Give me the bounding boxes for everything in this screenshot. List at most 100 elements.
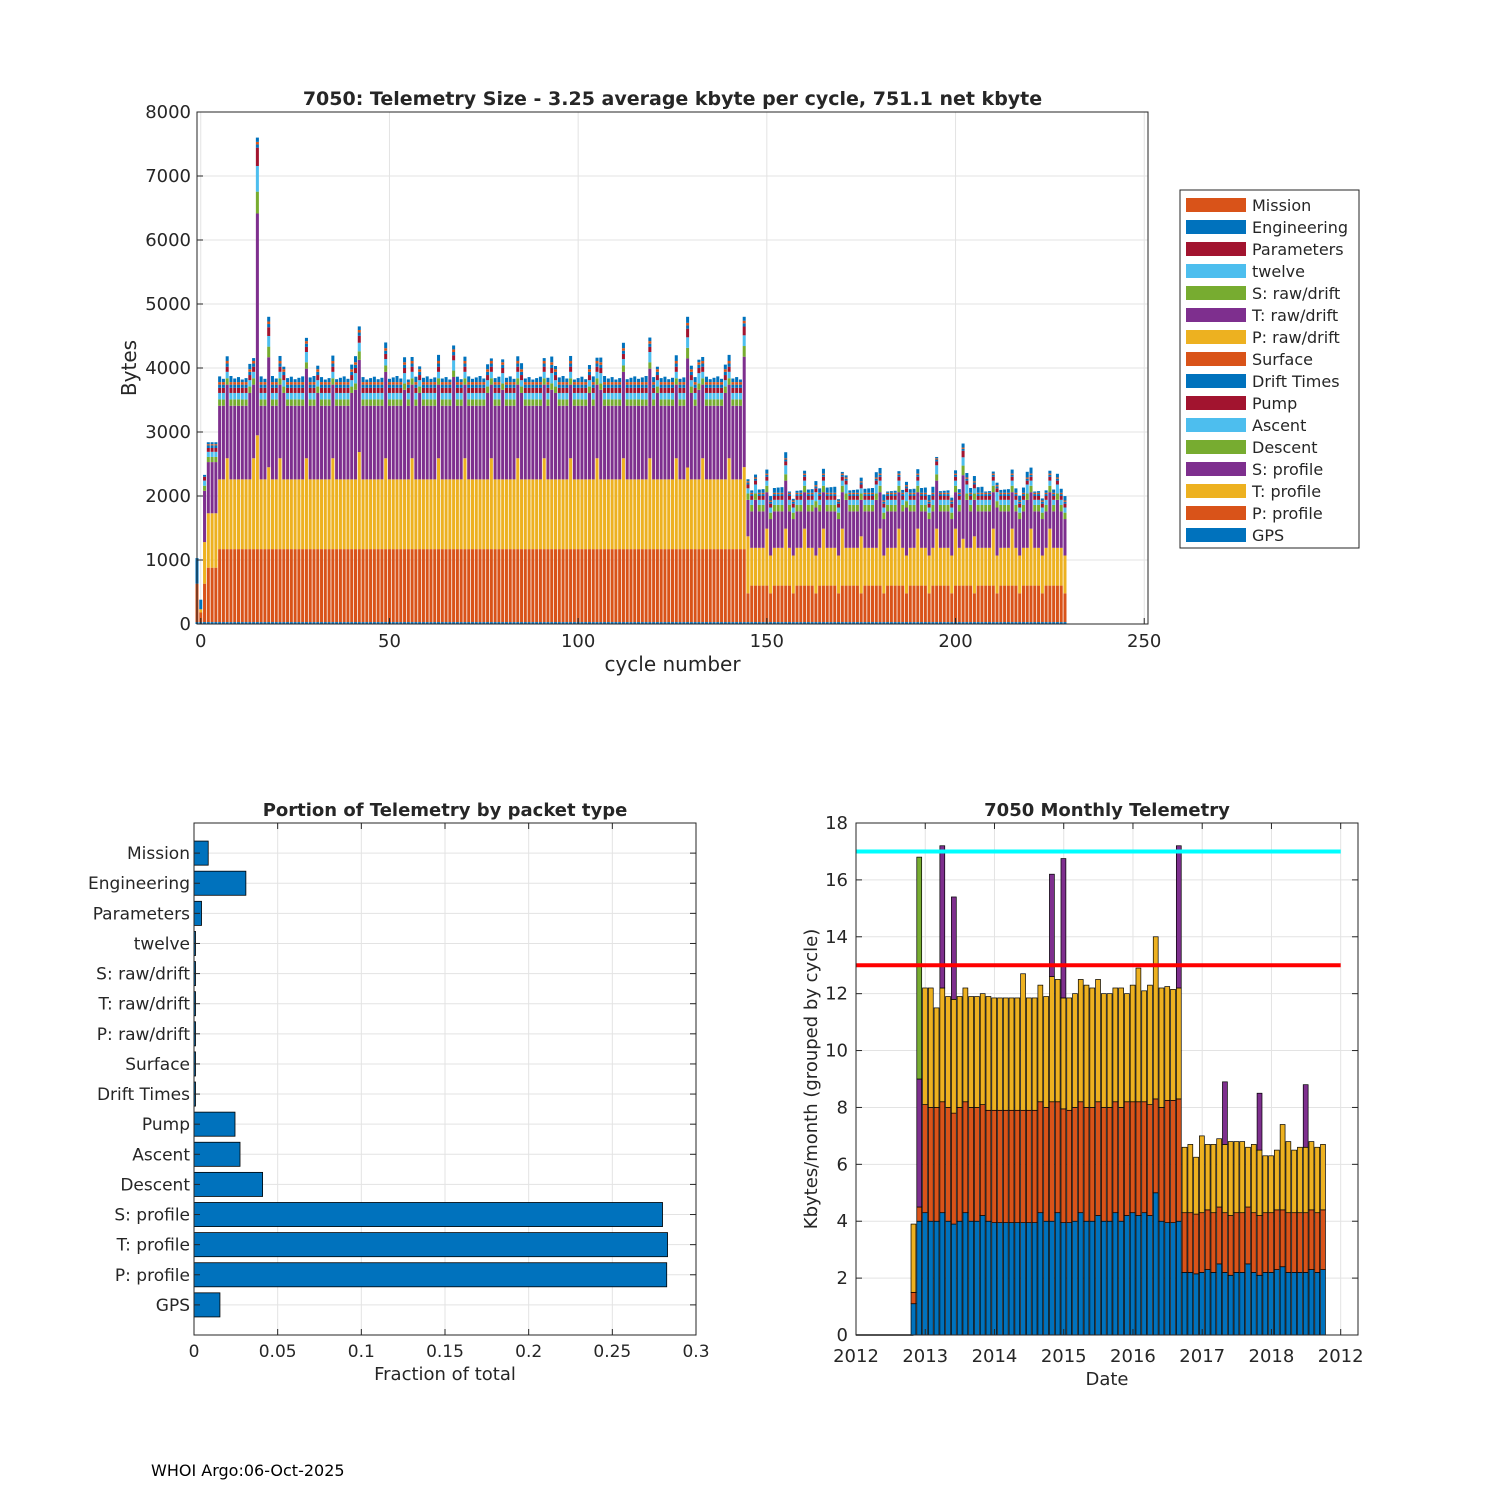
- cycle-bar-segment: [754, 477, 758, 479]
- cycle-bar-segment: [889, 499, 893, 505]
- cycle-bar-segment: [327, 622, 331, 624]
- month-bar-segment: [1193, 1273, 1199, 1336]
- month-bar-segment: [1060, 858, 1067, 999]
- cycle-bar-segment: [429, 392, 433, 400]
- cycle-bar-segment: [421, 382, 425, 385]
- cycle-bar-segment: [229, 549, 233, 623]
- cycle-bar-segment: [538, 622, 542, 624]
- cycle-bar-segment: [580, 622, 584, 624]
- cycle-bar-segment: [667, 622, 671, 624]
- cycle-bar-segment: [459, 622, 463, 624]
- cycle-bar-segment: [920, 488, 924, 493]
- cycle-bar-segment: [950, 501, 954, 504]
- month-bar-segment: [1054, 1212, 1061, 1336]
- cycle-bar-segment: [391, 377, 395, 383]
- month-bar-segment: [979, 993, 986, 1105]
- cycle-bar-segment: [938, 622, 942, 624]
- cycle-bar-segment: [980, 486, 984, 493]
- cycle-bar-segment: [297, 387, 301, 393]
- cycle-bar-segment: [727, 371, 731, 379]
- cycle-bar-segment: [655, 622, 659, 624]
- cycle-bar-segment: [621, 350, 625, 354]
- cycle-bar-segment: [969, 547, 973, 586]
- cycle-bar-segment: [882, 519, 886, 556]
- cycle-bar-segment: [576, 399, 580, 406]
- cycle-bar-segment: [554, 386, 558, 393]
- cycle-bar-segment: [776, 511, 780, 548]
- cycle-bar-segment: [923, 496, 927, 500]
- cycle-bar-segment: [304, 622, 308, 624]
- cycle-bar-segment: [614, 387, 618, 393]
- cycle-bar-segment: [904, 555, 908, 594]
- cycle-bar-segment: [369, 384, 373, 388]
- cycle-bar-segment: [520, 392, 524, 480]
- cycle-bar-segment: [248, 622, 252, 624]
- cycle-bar-segment: [437, 366, 441, 372]
- cycle-bar-segment: [704, 384, 708, 388]
- month-bar-segment: [1204, 1209, 1211, 1270]
- cycle-bar-segment: [421, 377, 425, 383]
- cycle-bar-segment: [440, 382, 444, 385]
- cycle-bar-segment: [682, 622, 686, 624]
- cycle-bar-segment: [780, 499, 784, 505]
- cycle-bar-segment: [240, 387, 244, 393]
- cycle-bar-segment: [353, 364, 358, 368]
- cycle-bar-segment: [946, 547, 950, 586]
- cycle-bar-segment: [606, 622, 610, 624]
- cycle-bar-segment: [980, 504, 984, 512]
- cycle-bar-segment: [369, 378, 373, 383]
- month-bar-segment: [979, 1104, 986, 1216]
- cycle-bar-segment: [206, 444, 210, 446]
- cycle-bar-segment: [252, 458, 256, 550]
- cycle-bar-segment: [999, 489, 1003, 493]
- cycle-bar-segment: [263, 479, 267, 550]
- cycle-bar-segment: [425, 392, 429, 400]
- cycle-bar-segment: [746, 536, 750, 594]
- cycle-bar-segment: [999, 499, 1003, 505]
- cycle-bar-segment: [863, 494, 867, 496]
- cycle-bar-segment: [772, 585, 776, 623]
- month-bar-segment: [1112, 1212, 1119, 1336]
- month-bar-segment: [962, 1212, 969, 1336]
- cycle-bar-segment: [837, 622, 841, 624]
- cycle-bar-segment: [1003, 499, 1007, 505]
- cycle-bar-segment: [350, 380, 354, 387]
- cycle-bar-segment: [874, 622, 878, 624]
- x-axis-label: Date: [1085, 1369, 1128, 1390]
- cycle-bar-segment: [686, 549, 690, 623]
- cycle-bar-segment: [203, 583, 207, 623]
- cycle-bar-segment: [701, 549, 705, 623]
- cycle-bar-segment: [908, 496, 912, 500]
- cycle-bar-segment: [655, 366, 659, 370]
- cycle-bar-segment: [565, 384, 569, 388]
- cycle-bar-segment: [482, 384, 486, 388]
- month-bar-segment: [1026, 1109, 1032, 1223]
- cycle-bar-segment: [855, 511, 859, 548]
- cycle-bar-segment: [278, 363, 282, 367]
- cycle-bar-segment: [886, 622, 890, 624]
- cycle-bar-segment: [501, 383, 505, 390]
- cycle-bar-segment: [369, 549, 373, 623]
- cycle-bar-segment: [531, 622, 535, 624]
- y-tick-label: 8000: [145, 102, 191, 123]
- cycle-bar-segment: [776, 585, 780, 623]
- cycle-bar-segment: [904, 593, 908, 623]
- cycle-bar-segment: [595, 384, 599, 459]
- cycle-bar-segment: [1059, 504, 1063, 512]
- cycle-bar-segment: [652, 377, 656, 383]
- cycle-bar-segment: [784, 528, 788, 586]
- cycle-bar-segment: [327, 479, 331, 550]
- cycle-bar-segment: [923, 494, 927, 496]
- cycle-bar-segment: [610, 387, 614, 393]
- cycle-bar-segment: [708, 387, 712, 393]
- cycle-bar-segment: [629, 384, 633, 388]
- cycle-bar-segment: [972, 488, 976, 494]
- cycle-bar-segment: [795, 504, 799, 512]
- cycle-bar-segment: [591, 479, 595, 550]
- cycle-bar-segment: [1037, 511, 1041, 548]
- cycle-bar-segment: [331, 355, 335, 361]
- cycle-bar-segment: [221, 405, 225, 480]
- cycle-bar-segment: [901, 511, 905, 548]
- cycle-bar-segment: [282, 622, 286, 624]
- cycle-bar-segment: [629, 549, 633, 623]
